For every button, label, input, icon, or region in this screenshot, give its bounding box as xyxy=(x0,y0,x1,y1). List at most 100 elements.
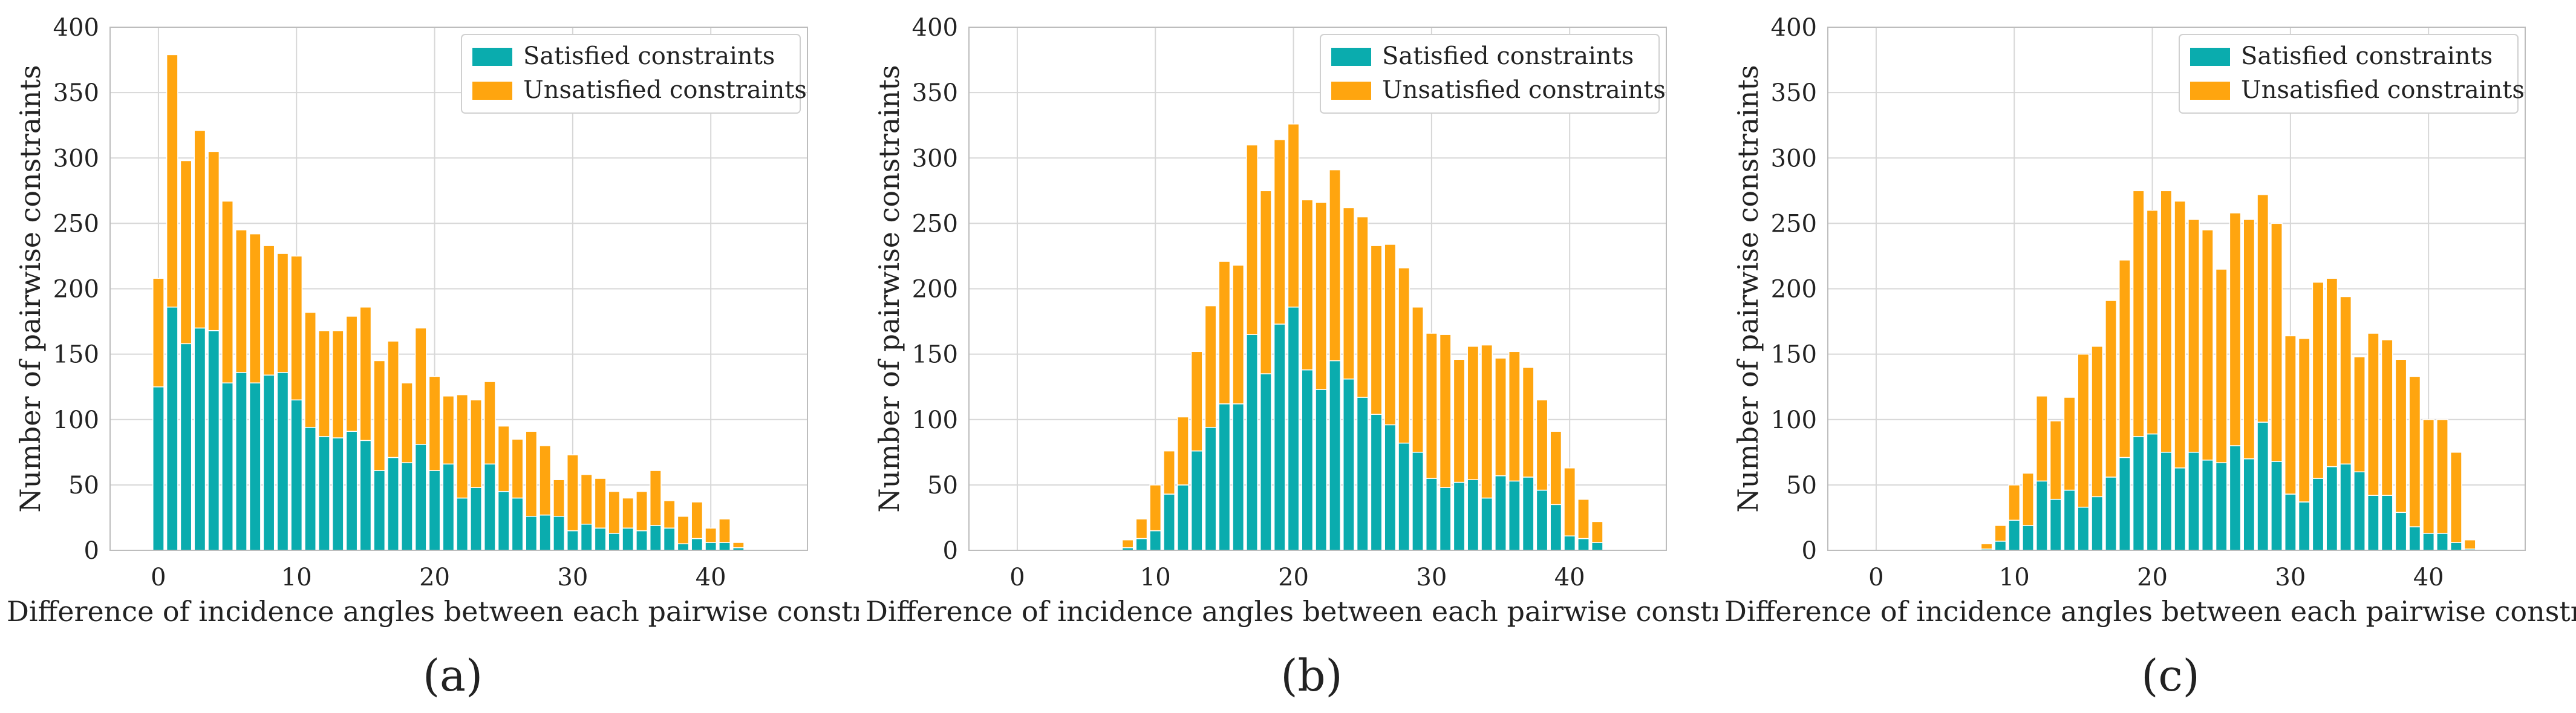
bar-unsatisfied xyxy=(1356,216,1369,398)
bar-unsatisfied xyxy=(2395,359,2407,513)
y-tick-label: 150 xyxy=(912,341,958,369)
bar-unsatisfied xyxy=(1163,450,1175,495)
y-tick-label: 50 xyxy=(927,472,958,500)
bar-unsatisfied xyxy=(1273,139,1286,325)
bar-unsatisfied xyxy=(1190,351,1203,452)
bar-unsatisfied xyxy=(1384,244,1397,426)
x-tick-label: 10 xyxy=(281,564,312,591)
bar-unsatisfied xyxy=(1536,399,1548,491)
legend-swatch xyxy=(1331,48,1371,66)
bar-unsatisfied xyxy=(1564,467,1576,536)
bar-satisfied xyxy=(1412,452,1424,551)
bar-unsatisfied xyxy=(719,518,731,543)
bar-satisfied xyxy=(456,497,469,551)
y-tick-label: 100 xyxy=(1771,406,1817,434)
bar-satisfied xyxy=(1342,378,1355,551)
bar-satisfied xyxy=(497,490,510,551)
y-tick-label: 0 xyxy=(1802,537,1817,565)
legend: Satisfied constraints Unsatisfied constra… xyxy=(461,34,807,114)
y-tick-label: 400 xyxy=(912,14,958,42)
plot-frame xyxy=(109,27,808,551)
y-tick-label: 250 xyxy=(53,210,99,238)
bar-unsatisfied xyxy=(1453,359,1466,483)
bar-satisfied xyxy=(1508,480,1521,551)
bar-unsatisfied xyxy=(663,500,676,529)
bar-unsatisfied xyxy=(1425,333,1438,479)
bar-satisfied xyxy=(1467,479,1479,551)
bar-unsatisfied xyxy=(2229,212,2242,446)
x-tick-label: 20 xyxy=(1278,564,1309,591)
bar-satisfied xyxy=(1591,542,1603,551)
bar-satisfied xyxy=(566,530,579,551)
bar-satisfied xyxy=(2271,461,2283,551)
bar-satisfied xyxy=(2174,467,2186,551)
bar-satisfied xyxy=(2257,422,2269,551)
bar-satisfied xyxy=(276,372,289,551)
bar-satisfied xyxy=(1564,535,1576,551)
bar-satisfied xyxy=(1218,403,1231,551)
bar-satisfied xyxy=(705,542,717,551)
y-tick-label: 100 xyxy=(53,406,99,434)
bar-satisfied xyxy=(1550,504,1562,551)
bar-unsatisfied xyxy=(511,438,524,499)
bars xyxy=(1980,190,2476,551)
legend-label: Satisfied constraints xyxy=(2241,42,2493,70)
x-tick-label: 20 xyxy=(2137,564,2168,591)
bar-satisfied xyxy=(428,470,441,551)
bar-unsatisfied xyxy=(2298,337,2310,503)
bar-unsatisfied xyxy=(2326,278,2338,467)
bar-unsatisfied xyxy=(1342,207,1355,380)
bar-unsatisfied xyxy=(221,200,233,383)
legend-swatch xyxy=(472,82,512,100)
bar-unsatisfied xyxy=(1204,305,1217,428)
bar-unsatisfied xyxy=(483,381,496,465)
y-tick-label: 150 xyxy=(1771,341,1817,369)
legend-label: Unsatisfied constraints xyxy=(1382,76,1666,104)
bar-unsatisfied xyxy=(677,516,690,544)
bar-unsatisfied xyxy=(1591,521,1603,543)
bar-satisfied xyxy=(525,516,538,551)
bar-satisfied xyxy=(1135,538,1148,551)
y-axis-label: Number of pairwise constraints xyxy=(873,65,905,512)
bar-unsatisfied xyxy=(2367,333,2379,496)
bar-satisfied xyxy=(331,437,344,551)
bar-satisfied xyxy=(1287,307,1300,551)
bar-satisfied xyxy=(152,386,165,551)
bar-unsatisfied xyxy=(1246,144,1258,335)
bar-satisfied xyxy=(2132,436,2145,551)
bar-unsatisfied xyxy=(1980,543,1993,550)
bar-satisfied xyxy=(2243,458,2255,551)
bar-unsatisfied xyxy=(2257,194,2269,423)
bars xyxy=(152,54,745,551)
bar-unsatisfied xyxy=(2077,353,2090,508)
bar-unsatisfied xyxy=(1232,264,1245,405)
bar-satisfied xyxy=(1425,478,1438,551)
bar-unsatisfied xyxy=(1508,351,1521,482)
bar-unsatisfied xyxy=(2160,190,2173,453)
bar-satisfied xyxy=(2063,489,2076,551)
bar-unsatisfied xyxy=(2091,345,2104,498)
x-axis-label: Difference of incidence angles between e… xyxy=(866,595,1718,628)
y-tick-label: 300 xyxy=(912,145,958,172)
bar-satisfied xyxy=(1329,360,1341,551)
bar-unsatisfied xyxy=(594,478,607,529)
bar-satisfied xyxy=(1232,403,1245,551)
bar-unsatisfied xyxy=(262,245,275,376)
bar-satisfied xyxy=(2036,480,2048,551)
bar-satisfied xyxy=(2118,457,2131,551)
bar-satisfied xyxy=(290,399,303,551)
x-axis-label: Difference of incidence angles between e… xyxy=(7,595,859,628)
bar-unsatisfied xyxy=(470,399,482,488)
bar-satisfied xyxy=(2312,478,2324,551)
bars xyxy=(1121,123,1603,551)
bar-unsatisfied xyxy=(1259,190,1272,374)
y-tick-label: 350 xyxy=(912,79,958,107)
y-tick-label: 200 xyxy=(912,276,958,304)
bar-satisfied xyxy=(1439,487,1452,551)
bar-unsatisfied xyxy=(2146,210,2159,435)
bar-satisfied xyxy=(1994,541,2007,551)
x-tick-label: 20 xyxy=(419,564,450,591)
bar-unsatisfied xyxy=(276,253,289,373)
bar-unsatisfied xyxy=(2036,396,2048,482)
bar-unsatisfied xyxy=(373,360,386,471)
